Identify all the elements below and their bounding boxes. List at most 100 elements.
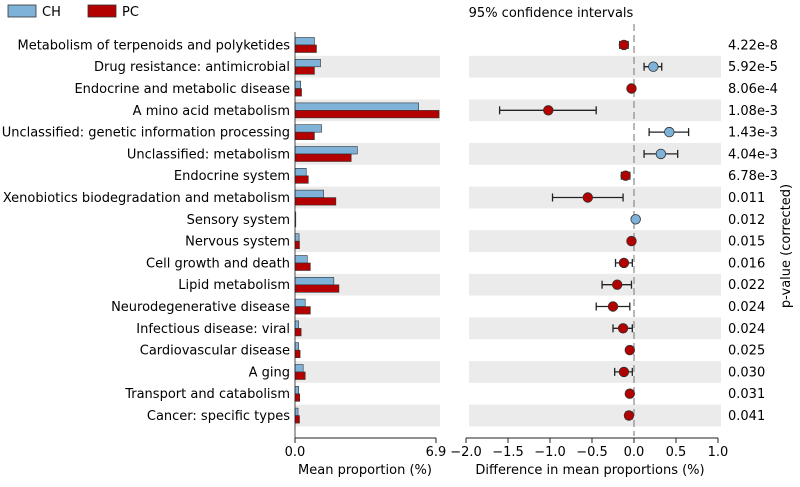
bar-pc [294,153,352,162]
row-band [295,317,440,340]
bar-pc [294,44,317,53]
bar-pc [294,349,301,359]
bar-ch [294,168,307,177]
row-band [469,361,721,383]
bar-ch [294,320,299,329]
category-label: Xenobiotics biodegradation and metabolis… [3,191,290,206]
diff-point [582,192,594,203]
legend-label-pc: PC [122,5,139,20]
diff-point [612,279,623,290]
bar-ch [294,407,299,416]
diff-x-tick-label: 1.0 [708,445,729,460]
legend: CH PC [7,4,139,20]
bar-ch [294,80,302,89]
category-label: Transport and catabolism [124,387,290,402]
p-value: 0.022 [728,278,765,293]
diff-x-tick-label: −2.0 [450,445,482,460]
bar-ch [294,342,299,351]
bar-pc [294,371,306,380]
diff-x-axis-label: Difference in mean proportions (%) [475,463,704,478]
p-value: 1.43e-3 [728,126,778,141]
legend-swatch-ch [7,4,37,18]
bar-pc [294,262,311,271]
diff-point [618,257,630,269]
p-value: 0.011 [728,191,765,206]
diff-x-tick-label: 0.0 [624,445,645,460]
row-band [469,273,721,296]
category-label: Infectious disease: viral [136,322,290,337]
bar-pc [294,197,337,206]
diff-x-tick-label: −1.5 [492,445,524,460]
category-label: Lipid metabolism [178,278,290,293]
bar-pc [294,284,340,293]
category-label: A mino acid metabolism [133,104,290,119]
diff-point [624,388,636,399]
bar-ch [294,276,335,286]
bar-ch [294,58,321,68]
bar-ch [294,37,315,46]
category-label: Drug resistance: antimicrobial [94,60,290,75]
row-band [295,361,440,383]
p-value: 0.025 [728,344,765,359]
row-band [469,317,721,340]
bar-x-tick-label: 0.0 [285,445,306,460]
legend-label-ch: CH [42,5,61,20]
row-band [295,230,440,252]
category-label: Metabolism of terpenoids and polyketides [18,38,291,53]
diff-point [630,214,641,225]
p-value: 0.016 [728,256,765,271]
category-label: Endocrine system [174,169,290,184]
bar-ch [294,255,308,264]
row-band [295,404,440,427]
category-label: Nervous system [185,235,290,250]
diff-x-tick-label: 0.5 [666,445,687,460]
diff-point [618,366,630,378]
legend-swatch-pc [87,4,117,18]
bar-pc [294,175,309,184]
diff-point [617,323,629,334]
category-label: Cancer: specific types [147,409,290,424]
bar-pc [294,66,315,75]
p-values: 4.22e-8 5.92e-5 8.06e-4 1.08e-3 1.43e-3 4.04e… [728,38,778,424]
bar-pc [294,415,300,424]
category-label: Cell growth and death [146,256,290,271]
bar-ch [294,102,419,111]
diff-point [620,170,631,181]
row-band [295,55,440,78]
row-band [469,404,721,427]
p-value: 0.015 [728,235,765,250]
bar-ch [294,364,304,373]
bar-pc [294,110,440,119]
chart-title: 95% confidence intervals [469,6,634,21]
diff-axis: −2.0 −1.5 −1.0 −0.5 0.0 0.5 1.0 [450,437,729,460]
p-value: 0.031 [728,387,765,402]
bar-pc [294,131,315,140]
diff-point [664,126,675,138]
bar-pc [294,240,300,249]
p-value: 0.012 [728,213,765,228]
p-value: 0.024 [728,322,765,337]
diff-point [623,410,635,421]
bar-panel [294,37,440,424]
row-band [469,55,721,78]
p-value: 0.024 [728,300,765,315]
bar-axis: 0.0 6.9 [285,32,446,460]
p-value: 0.030 [728,365,765,380]
diff-point [624,344,636,356]
category-label: Neurodegenerative disease [111,300,290,315]
bar-ch [294,124,322,133]
bar-x-axis-label: Mean proportion (%) [298,463,432,478]
category-label: A ging [249,365,290,380]
p-value: 5.92e-5 [728,60,778,75]
diff-point [648,61,659,72]
bar-pc [294,393,300,402]
category-label: Unclassified: metabolism [127,147,290,162]
category-labels: Metabolism of terpenoids and polyketides… [2,38,291,424]
row-band [469,143,721,165]
p-value: 4.04e-3 [728,147,778,162]
diff-point [607,301,619,312]
p-value-axis-label: p-value (corrected) [779,184,794,308]
bar-pc [294,88,302,97]
row-band [469,230,721,252]
